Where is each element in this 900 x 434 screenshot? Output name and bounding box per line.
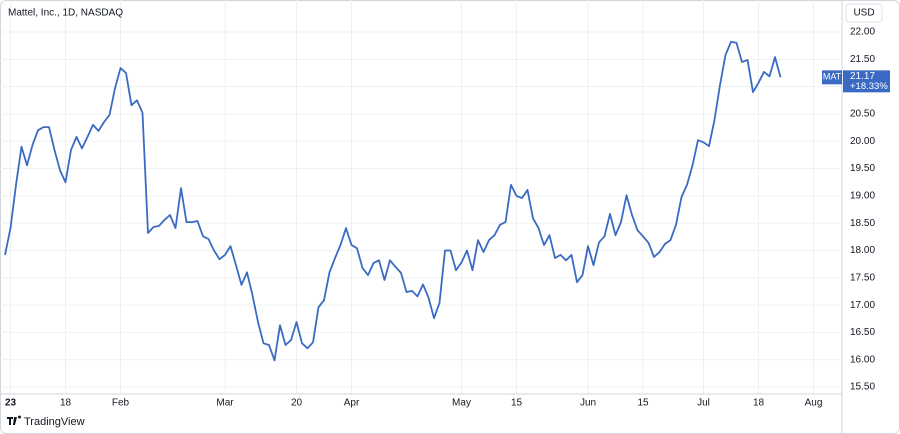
x-tick-label: 20 bbox=[291, 398, 303, 409]
brand: TradingView bbox=[24, 416, 85, 428]
x-tick-label: Feb bbox=[112, 398, 130, 409]
x-tick-label: Jul bbox=[697, 398, 710, 409]
currency[interactable]: USD bbox=[853, 8, 874, 19]
ticker-badge bbox=[822, 70, 842, 85]
x-tick-label: Jun bbox=[580, 398, 596, 409]
y-tick-label: 16.00 bbox=[850, 354, 875, 365]
x-tick-label: May bbox=[452, 398, 471, 409]
ticker-label: MAT bbox=[823, 72, 842, 82]
x-tick-label: 15 bbox=[511, 398, 523, 409]
price-line bbox=[4, 40, 782, 362]
logo: TradingView bbox=[7, 415, 85, 428]
price-change: +18.33% bbox=[850, 81, 888, 92]
y-tick-label: 17.50 bbox=[850, 272, 875, 283]
logo-icon bbox=[7, 415, 21, 425]
y-tick-label: 15.50 bbox=[850, 382, 875, 393]
x-tick-label: Apr bbox=[344, 398, 360, 409]
x-tick-label: Aug bbox=[805, 398, 823, 409]
y-tick-label: 19.00 bbox=[850, 191, 875, 202]
last-price: 21.17 bbox=[850, 71, 875, 82]
grid bbox=[0, 0, 842, 394]
y-tick-label: 17.00 bbox=[850, 300, 875, 311]
y-tick-label: 16.50 bbox=[850, 327, 875, 338]
y-tick-label: 18.50 bbox=[850, 218, 875, 229]
plot bbox=[4, 40, 782, 362]
y-tick-label: 20.50 bbox=[850, 109, 875, 120]
x-tick-label: Mar bbox=[216, 398, 234, 409]
price-badge bbox=[843, 70, 890, 93]
y-tick-label: 22.00 bbox=[850, 27, 875, 38]
y-tick-label: 18.00 bbox=[850, 245, 875, 256]
currency-box[interactable] bbox=[845, 3, 883, 23]
x-tick-label: 15 bbox=[637, 398, 649, 409]
x-tick-label: 23 bbox=[5, 398, 17, 409]
x-tick-label: 18 bbox=[753, 398, 765, 409]
x-tick-label: 18 bbox=[60, 398, 72, 409]
chart-title: Mattel, Inc., 1D, NASDAQ bbox=[8, 8, 123, 19]
y-tick-label: 19.50 bbox=[850, 163, 875, 174]
y-tick-label: 21.50 bbox=[850, 54, 875, 65]
y-tick-label: 20.00 bbox=[850, 136, 875, 147]
